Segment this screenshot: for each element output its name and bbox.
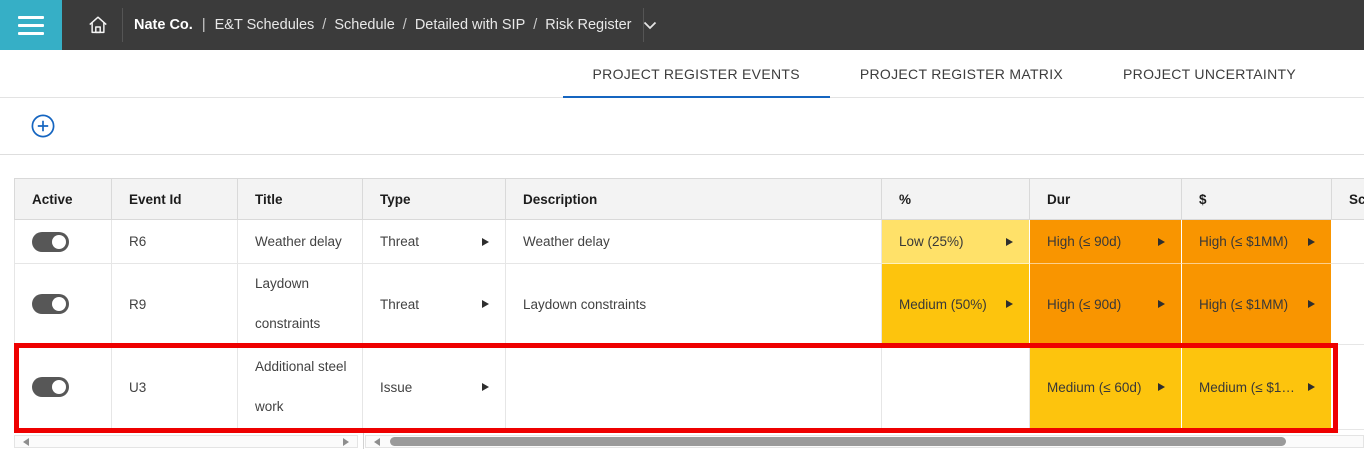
breadcrumb-current-page[interactable]: Risk Register [545, 17, 632, 33]
probability-cell[interactable]: Low (25%) [882, 220, 1030, 264]
scope-cell[interactable] [1332, 264, 1364, 345]
scrollbar-divider [363, 433, 364, 449]
header-row: Active Event Id Title Type Description %… [14, 178, 1364, 220]
breadcrumb-separator: / [402, 17, 407, 33]
tabs-group: PROJECT REGISTER EVENTS PROJECT REGISTER… [562, 50, 1326, 99]
risk-register-table: Active Event Id Title Type Description %… [14, 178, 1364, 430]
active-toggle[interactable] [32, 377, 69, 397]
description-cell[interactable]: Laydown constraints [506, 264, 882, 345]
main-horizontal-scrollbar[interactable] [365, 435, 1364, 448]
grid-toolbar [0, 98, 1364, 155]
company-name: Nate Co. [134, 17, 193, 33]
title-cell[interactable]: Laydown constraints [238, 264, 363, 345]
tab-project-register-matrix[interactable]: PROJECT REGISTER MATRIX [859, 66, 1064, 82]
description-cell[interactable] [506, 345, 882, 430]
title-cell[interactable]: Weather delay [238, 220, 363, 264]
add-row-button[interactable] [30, 113, 55, 138]
table-row: U3 Additional steel work Issue Medium (≤… [14, 345, 1364, 430]
expand-arrow-icon[interactable] [1308, 383, 1315, 391]
expand-arrow-icon[interactable] [1006, 237, 1013, 246]
col-header-scope[interactable]: Sco [1332, 178, 1364, 220]
scope-cell[interactable] [1332, 220, 1364, 264]
hamburger-menu-icon[interactable] [0, 0, 62, 50]
event-id-cell[interactable]: R9 [112, 264, 238, 345]
col-header-title[interactable]: Title [238, 178, 363, 220]
cost-impact-cell[interactable]: High (≤ $1MM) [1182, 220, 1332, 264]
col-header-description[interactable]: Description [506, 178, 882, 220]
type-cell[interactable]: Threat [363, 264, 506, 345]
home-icon [89, 16, 107, 34]
chevron-down-icon[interactable] [643, 21, 657, 30]
duration-impact-cell[interactable]: High (≤ 90d) [1030, 264, 1182, 345]
scope-cell[interactable] [1332, 345, 1364, 430]
topbar-divider [122, 8, 123, 42]
active-cell [14, 345, 112, 430]
type-cell[interactable]: Issue [363, 345, 506, 430]
expand-arrow-icon[interactable] [1308, 237, 1315, 246]
title-cell[interactable]: Additional steel work [238, 345, 363, 430]
duration-impact-cell[interactable]: High (≤ 90d) [1030, 220, 1182, 264]
expand-arrow-icon[interactable] [1158, 300, 1165, 308]
col-header-dur[interactable]: Dur [1030, 178, 1182, 220]
expand-arrow-icon[interactable] [482, 383, 489, 391]
description-cell[interactable]: Weather delay [506, 220, 882, 264]
scroll-right-icon[interactable] [343, 438, 349, 446]
expand-arrow-icon[interactable] [1158, 383, 1165, 391]
duration-impact-cell[interactable]: Medium (≤ 60d) [1030, 345, 1182, 430]
probability-cell[interactable]: Medium (50%) [882, 264, 1030, 345]
col-header-type[interactable]: Type [363, 178, 506, 220]
expand-arrow-icon[interactable] [1006, 300, 1013, 308]
tab-project-uncertainty[interactable]: PROJECT UNCERTAINTY [1123, 66, 1296, 82]
col-header-cost[interactable]: $ [1182, 178, 1332, 220]
active-cell [14, 220, 112, 264]
probability-cell[interactable] [882, 345, 1030, 430]
tab-bar: PROJECT REGISTER EVENTS PROJECT REGISTER… [0, 50, 1364, 99]
expand-arrow-icon[interactable] [1158, 237, 1165, 246]
home-button[interactable] [76, 0, 120, 50]
scroll-left-icon[interactable] [23, 438, 29, 446]
type-cell[interactable]: Threat [363, 220, 506, 264]
scroll-left-icon[interactable] [374, 438, 380, 446]
breadcrumb-pipe: | [201, 17, 206, 33]
event-id-cell[interactable]: R6 [112, 220, 238, 264]
scrollbar-thumb[interactable] [390, 437, 1286, 446]
breadcrumb-project[interactable]: Schedule [334, 17, 395, 33]
plus-circle-icon [31, 114, 54, 137]
expand-arrow-icon[interactable] [482, 237, 489, 246]
breadcrumb-separator: / [533, 17, 538, 33]
active-toggle[interactable] [32, 294, 69, 314]
breadcrumb-separator: / [322, 17, 327, 33]
col-header-active[interactable]: Active [14, 178, 112, 220]
breadcrumb-workspace[interactable]: E&T Schedules [214, 17, 315, 33]
topbar-divider [643, 8, 644, 42]
tab-project-register-events[interactable]: PROJECT REGISTER EVENTS [562, 50, 831, 99]
table-row: R6 Weather delay Threat Weather delay Lo… [14, 220, 1364, 264]
cost-impact-cell[interactable]: Medium (≤ $1… [1182, 345, 1332, 430]
breadcrumb: Nate Co. | E&T Schedules / Schedule / De… [134, 0, 657, 50]
expand-arrow-icon[interactable] [1308, 300, 1315, 308]
expand-arrow-icon[interactable] [482, 300, 489, 308]
table-row: R9 Laydown constraints Threat Laydown co… [14, 264, 1364, 345]
top-bar: Nate Co. | E&T Schedules / Schedule / De… [0, 0, 1364, 50]
active-cell [14, 264, 112, 345]
col-header-event-id[interactable]: Event Id [112, 178, 238, 220]
col-header-percent[interactable]: % [882, 178, 1030, 220]
breadcrumb-schedule[interactable]: Detailed with SIP [414, 17, 526, 33]
event-id-cell[interactable]: U3 [112, 345, 238, 430]
active-toggle[interactable] [32, 231, 69, 252]
cost-impact-cell[interactable]: High (≤ $1MM) [1182, 264, 1332, 345]
frozen-columns-scrollbar[interactable] [14, 435, 358, 448]
